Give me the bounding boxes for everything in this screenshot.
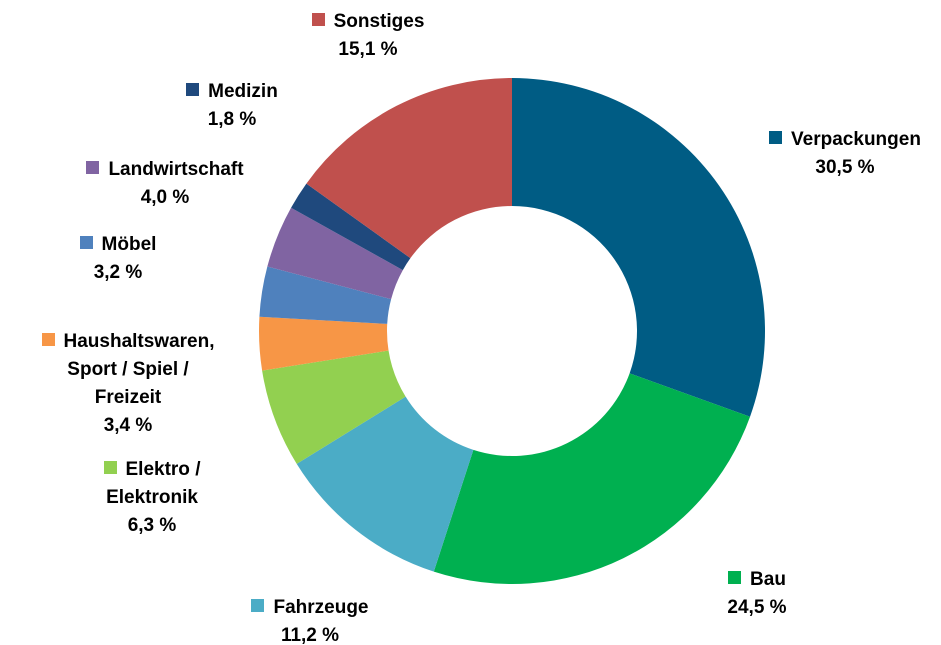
legend-swatch <box>769 131 783 144</box>
legend-entry: Landwirtschaft <box>55 156 275 184</box>
wedge <box>291 183 411 271</box>
value-label: 11,2 % <box>280 625 340 645</box>
legend-swatch <box>728 571 742 584</box>
data-label: Fahrzeuge 11,2 % <box>220 594 400 645</box>
category-name: Elektro / Elektronik <box>106 459 201 508</box>
wedge <box>512 78 766 417</box>
category-name: Möbel <box>101 234 157 255</box>
data-label: Haushaltswaren, Sport / Spiel / Freizeit… <box>33 328 223 440</box>
value-label: 3,2 % <box>93 262 143 283</box>
data-label: Sonstiges 15,1 % <box>278 8 458 64</box>
legend-swatch <box>251 599 265 612</box>
category-name: Medizin <box>208 81 278 102</box>
value-label: 30,5 % <box>815 157 875 178</box>
wedge <box>306 78 512 259</box>
wedge <box>262 350 406 464</box>
legend-entry: Medizin <box>152 78 312 106</box>
legend-swatch <box>186 83 200 96</box>
data-label: Landwirtschaft 4,0 % <box>55 156 275 212</box>
legend-entry: Haushaltswaren, Sport / Spiel / Freizeit <box>33 328 223 412</box>
value-label: 6,3 % <box>127 515 177 536</box>
value-label: 15,1 % <box>338 39 398 60</box>
legend-swatch <box>86 161 100 174</box>
legend-entry: Möbel <box>53 231 183 259</box>
legend-entry: Sonstiges <box>278 8 458 36</box>
legend-entry: Elektro / Elektronik <box>77 456 227 512</box>
value-label: 3,4 % <box>103 415 153 436</box>
data-label: Bau 24,5 % <box>677 566 837 622</box>
legend-swatch <box>103 461 117 474</box>
category-name: Fahrzeuge <box>273 597 369 618</box>
wedge <box>267 207 403 300</box>
data-label: Verpackungen 30,5 % <box>735 126 941 182</box>
wedge <box>259 316 389 371</box>
value-label: 24,5 % <box>727 597 787 618</box>
data-label: Medizin 1,8 % <box>152 78 312 134</box>
value-label: 4,0 % <box>140 187 190 208</box>
legend-swatch <box>311 13 325 26</box>
legend-entry: Fahrzeuge <box>220 594 400 622</box>
wedge <box>433 373 751 584</box>
data-label: Möbel 3,2 % <box>53 231 183 287</box>
category-name: Bau <box>750 569 786 590</box>
wedge <box>296 396 474 572</box>
wedge <box>259 266 392 324</box>
legend-entry: Bau <box>677 566 837 594</box>
legend-entry: Verpackungen <box>735 126 941 154</box>
value-label: 1,8 % <box>207 109 257 130</box>
category-name: Haushaltswaren, Sport / Spiel / Freizeit <box>63 331 215 408</box>
legend-swatch <box>41 333 55 346</box>
category-name: Landwirtschaft <box>108 159 244 180</box>
category-name: Verpackungen <box>791 129 921 150</box>
data-label: Elektro / Elektronik 6,3 % <box>77 456 227 540</box>
legend-swatch <box>79 236 93 249</box>
category-name: Sonstiges <box>333 11 425 32</box>
